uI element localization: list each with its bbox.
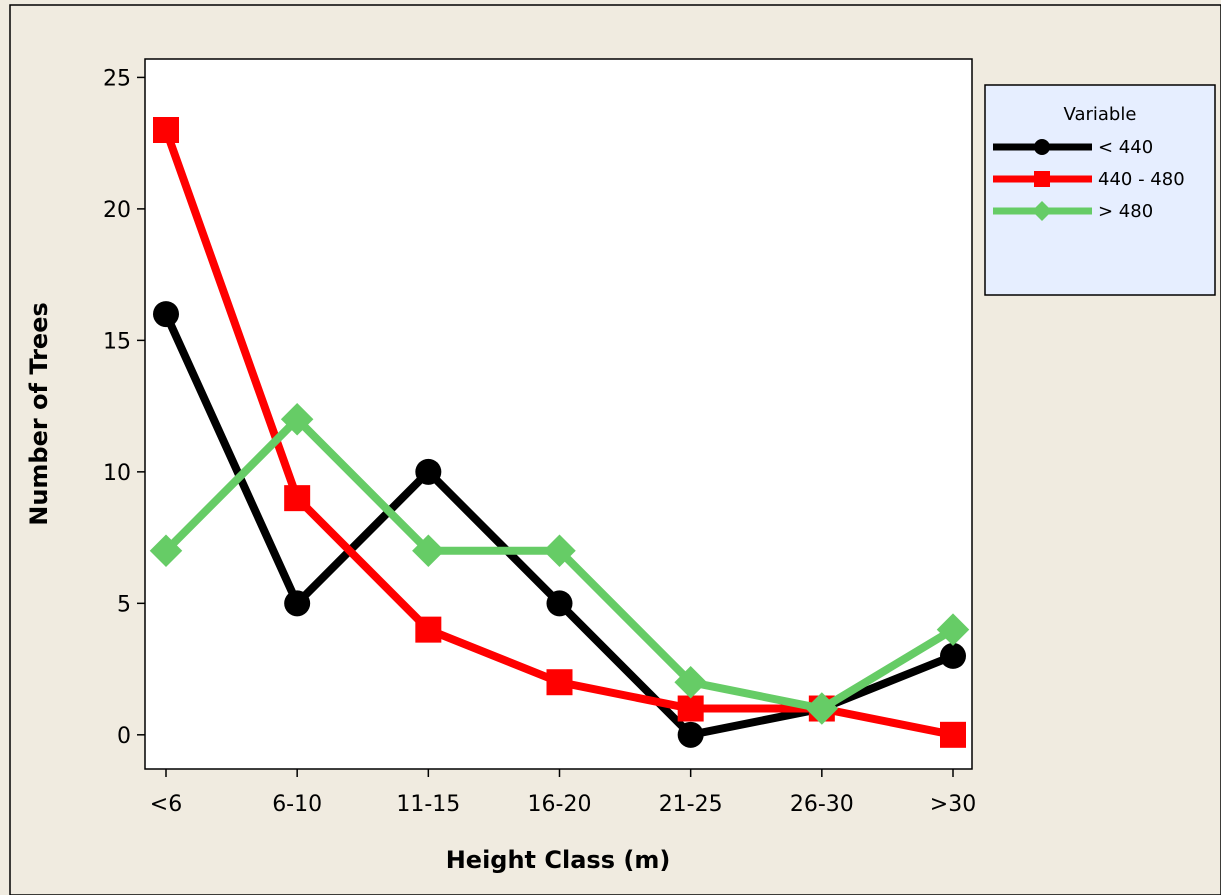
x-axis: <6 6-10 11-15 16-20 21-25 26-30 >30: [150, 769, 976, 817]
data-point: [153, 117, 179, 143]
data-point: [546, 669, 573, 696]
legend-marker: [1034, 171, 1050, 187]
legend-item: < 440: [993, 137, 1153, 158]
data-point: [412, 534, 445, 567]
y-tick-label: 25: [103, 66, 131, 91]
data-point: [677, 721, 704, 748]
x-axis-title: Height Class (m): [446, 846, 671, 874]
legend-entries: < 440 440 - 480 > 480: [993, 137, 1185, 222]
legend-marker: [1032, 201, 1052, 221]
legend-label: 440 - 480: [1098, 169, 1185, 190]
series-layer: [149, 117, 970, 748]
y-axis: 0 5 10 15 20 25: [103, 66, 145, 749]
data-point: [284, 590, 311, 617]
x-tick-label: 26-30: [790, 792, 854, 817]
data-point: [674, 665, 707, 699]
legend-marker: [1034, 139, 1050, 155]
legend-label: > 480: [1098, 201, 1153, 222]
plot-area: [144, 58, 973, 770]
data-point: [940, 642, 966, 669]
legend-item: 440 - 480: [993, 169, 1185, 190]
y-tick-label: 0: [117, 724, 131, 749]
legend: Variable < 440 440 - 480 > 480: [984, 84, 1216, 296]
x-tick-label: 11-15: [396, 792, 460, 817]
legend-title: Variable: [1064, 104, 1137, 125]
data-point: [153, 301, 179, 328]
legend-box: [984, 84, 1216, 296]
series-2: [149, 403, 970, 725]
y-tick-label: 5: [117, 592, 131, 617]
data-point: [936, 613, 970, 646]
data-point: [415, 616, 442, 643]
y-tick-label: 15: [103, 329, 131, 354]
data-point: [940, 721, 966, 748]
data-point: [284, 485, 311, 512]
y-tick-label: 10: [103, 461, 131, 486]
y-axis-title: Number of Trees: [25, 302, 53, 526]
data-point: [280, 403, 314, 436]
x-tick-label: 16-20: [528, 792, 592, 817]
data-point: [805, 692, 839, 725]
x-tick-label: 6-10: [272, 792, 322, 817]
data-point: [546, 590, 573, 617]
x-tick-label: <6: [150, 792, 182, 817]
data-point: [543, 534, 576, 567]
data-point: [415, 458, 442, 485]
x-tick-label: >30: [930, 792, 976, 817]
x-tick-label: 21-25: [659, 792, 723, 817]
data-point: [677, 695, 704, 722]
legend-label: < 440: [1098, 137, 1153, 158]
legend-item: > 480: [993, 201, 1153, 222]
y-tick-label: 20: [103, 198, 131, 223]
data-point: [149, 534, 183, 567]
